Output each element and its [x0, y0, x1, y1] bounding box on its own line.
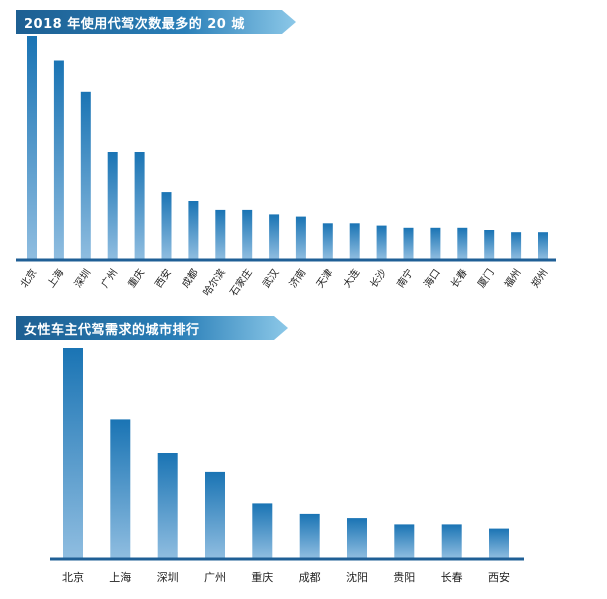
top-chart-title: 2018 年使用代驾次数最多的 20 城	[24, 17, 245, 32]
x-tick-label: 深圳	[157, 571, 179, 584]
x-tick-label: 上海	[109, 570, 131, 584]
x-tick-label: 郑州	[528, 266, 550, 290]
title-banner-shape	[16, 316, 288, 340]
x-tick-label: 成都	[180, 267, 201, 290]
bar-沈阳	[347, 518, 367, 558]
top-bar-chart: 北京 上海 深圳 广州 重庆 西安 成都 哈尔滨 石家庄 武汉 济南 天津 大连 长沙 南宁 海口 长春 厦门 福州…	[16, 36, 556, 298]
bar-济南	[295, 216, 306, 259]
bar-广州	[107, 152, 118, 259]
bar-郑州	[538, 232, 548, 259]
title-banner-shape	[16, 10, 296, 34]
bar-长沙	[376, 225, 387, 260]
x-tick-label: 成都	[299, 571, 321, 584]
bar-重庆	[134, 152, 145, 259]
x-tick-label: 西安	[152, 266, 174, 290]
bar-西安	[489, 528, 509, 558]
bar-深圳	[80, 91, 91, 260]
bar-武汉	[269, 214, 280, 259]
x-tick-label: 长沙	[368, 267, 389, 290]
bottom-chart-title: 女性车主代驾需求的城市排行	[24, 323, 200, 338]
bar-成都	[299, 513, 320, 558]
bar-重庆	[252, 503, 273, 558]
bar-广州	[205, 471, 225, 558]
x-tick-label: 济南	[286, 266, 308, 290]
x-tick-label: 重庆	[251, 570, 273, 584]
x-tick-label: 哈尔滨	[200, 266, 228, 298]
x-tick-label: 西安	[488, 570, 510, 584]
bar-南宁	[403, 227, 414, 259]
x-tick-label: 广州	[99, 267, 120, 290]
x-tick-label: 贵阳	[393, 571, 415, 584]
x-tick-label: 长春	[448, 267, 469, 290]
bar-厦门	[484, 230, 495, 259]
x-tick-label: 石家庄	[227, 266, 255, 298]
x-tick-label: 武汉	[259, 266, 281, 290]
x-tick-label: 海口	[421, 266, 443, 290]
bar-北京	[27, 36, 37, 259]
bottom-chart-title-banner: 女性车主代驾需求的城市排行	[16, 316, 288, 340]
bar-海口	[430, 227, 441, 259]
bar-深圳	[157, 453, 178, 558]
bar-北京	[63, 348, 83, 558]
x-tick-label: 广州	[204, 571, 226, 584]
bar-石家庄	[242, 209, 253, 259]
bar-福州	[511, 232, 522, 259]
bar-大连	[349, 223, 360, 259]
bar-上海	[110, 419, 131, 558]
x-tick-label: 福州	[501, 266, 523, 290]
x-tick-label: 深圳	[72, 267, 93, 290]
top-chart-title-banner: 2018 年使用代驾次数最多的 20 城	[16, 10, 296, 34]
x-tick-label: 南宁	[394, 266, 416, 290]
x-tick-label: 长春	[441, 571, 463, 584]
x-tick-label: 大连	[340, 266, 362, 290]
bar-成都	[188, 201, 199, 259]
bar-贵阳	[394, 524, 415, 558]
bar-长春	[441, 524, 462, 558]
x-tick-label: 北京	[17, 266, 39, 290]
bar-天津	[322, 223, 333, 259]
bar-哈尔滨	[215, 209, 226, 259]
bar-上海	[53, 60, 64, 259]
x-tick-label: 重庆	[125, 266, 147, 290]
x-tick-label: 厦门	[475, 266, 497, 290]
bar-长春	[457, 227, 468, 259]
bar-西安	[161, 192, 172, 259]
x-tick-label: 上海	[44, 266, 66, 290]
x-tick-label: 天津	[314, 267, 335, 290]
x-tick-label: 北京	[62, 570, 84, 584]
bottom-bar-chart: 北京 上海 深圳 广州 重庆 成都 沈阳 贵阳 长春 西安	[50, 348, 524, 584]
bottom-chart-panel: 女性车主代驾需求的城市排行 北京 上海 深圳 广州 重庆 成都 沈阳 贵阳 长春 西安	[0, 310, 607, 599]
top-chart-panel: 2018 年使用代驾次数最多的 20 城 北京 上海 深圳 广州 重庆 西安 成都 哈尔滨 石家…	[16, 10, 556, 298]
x-tick-label: 沈阳	[346, 570, 368, 584]
